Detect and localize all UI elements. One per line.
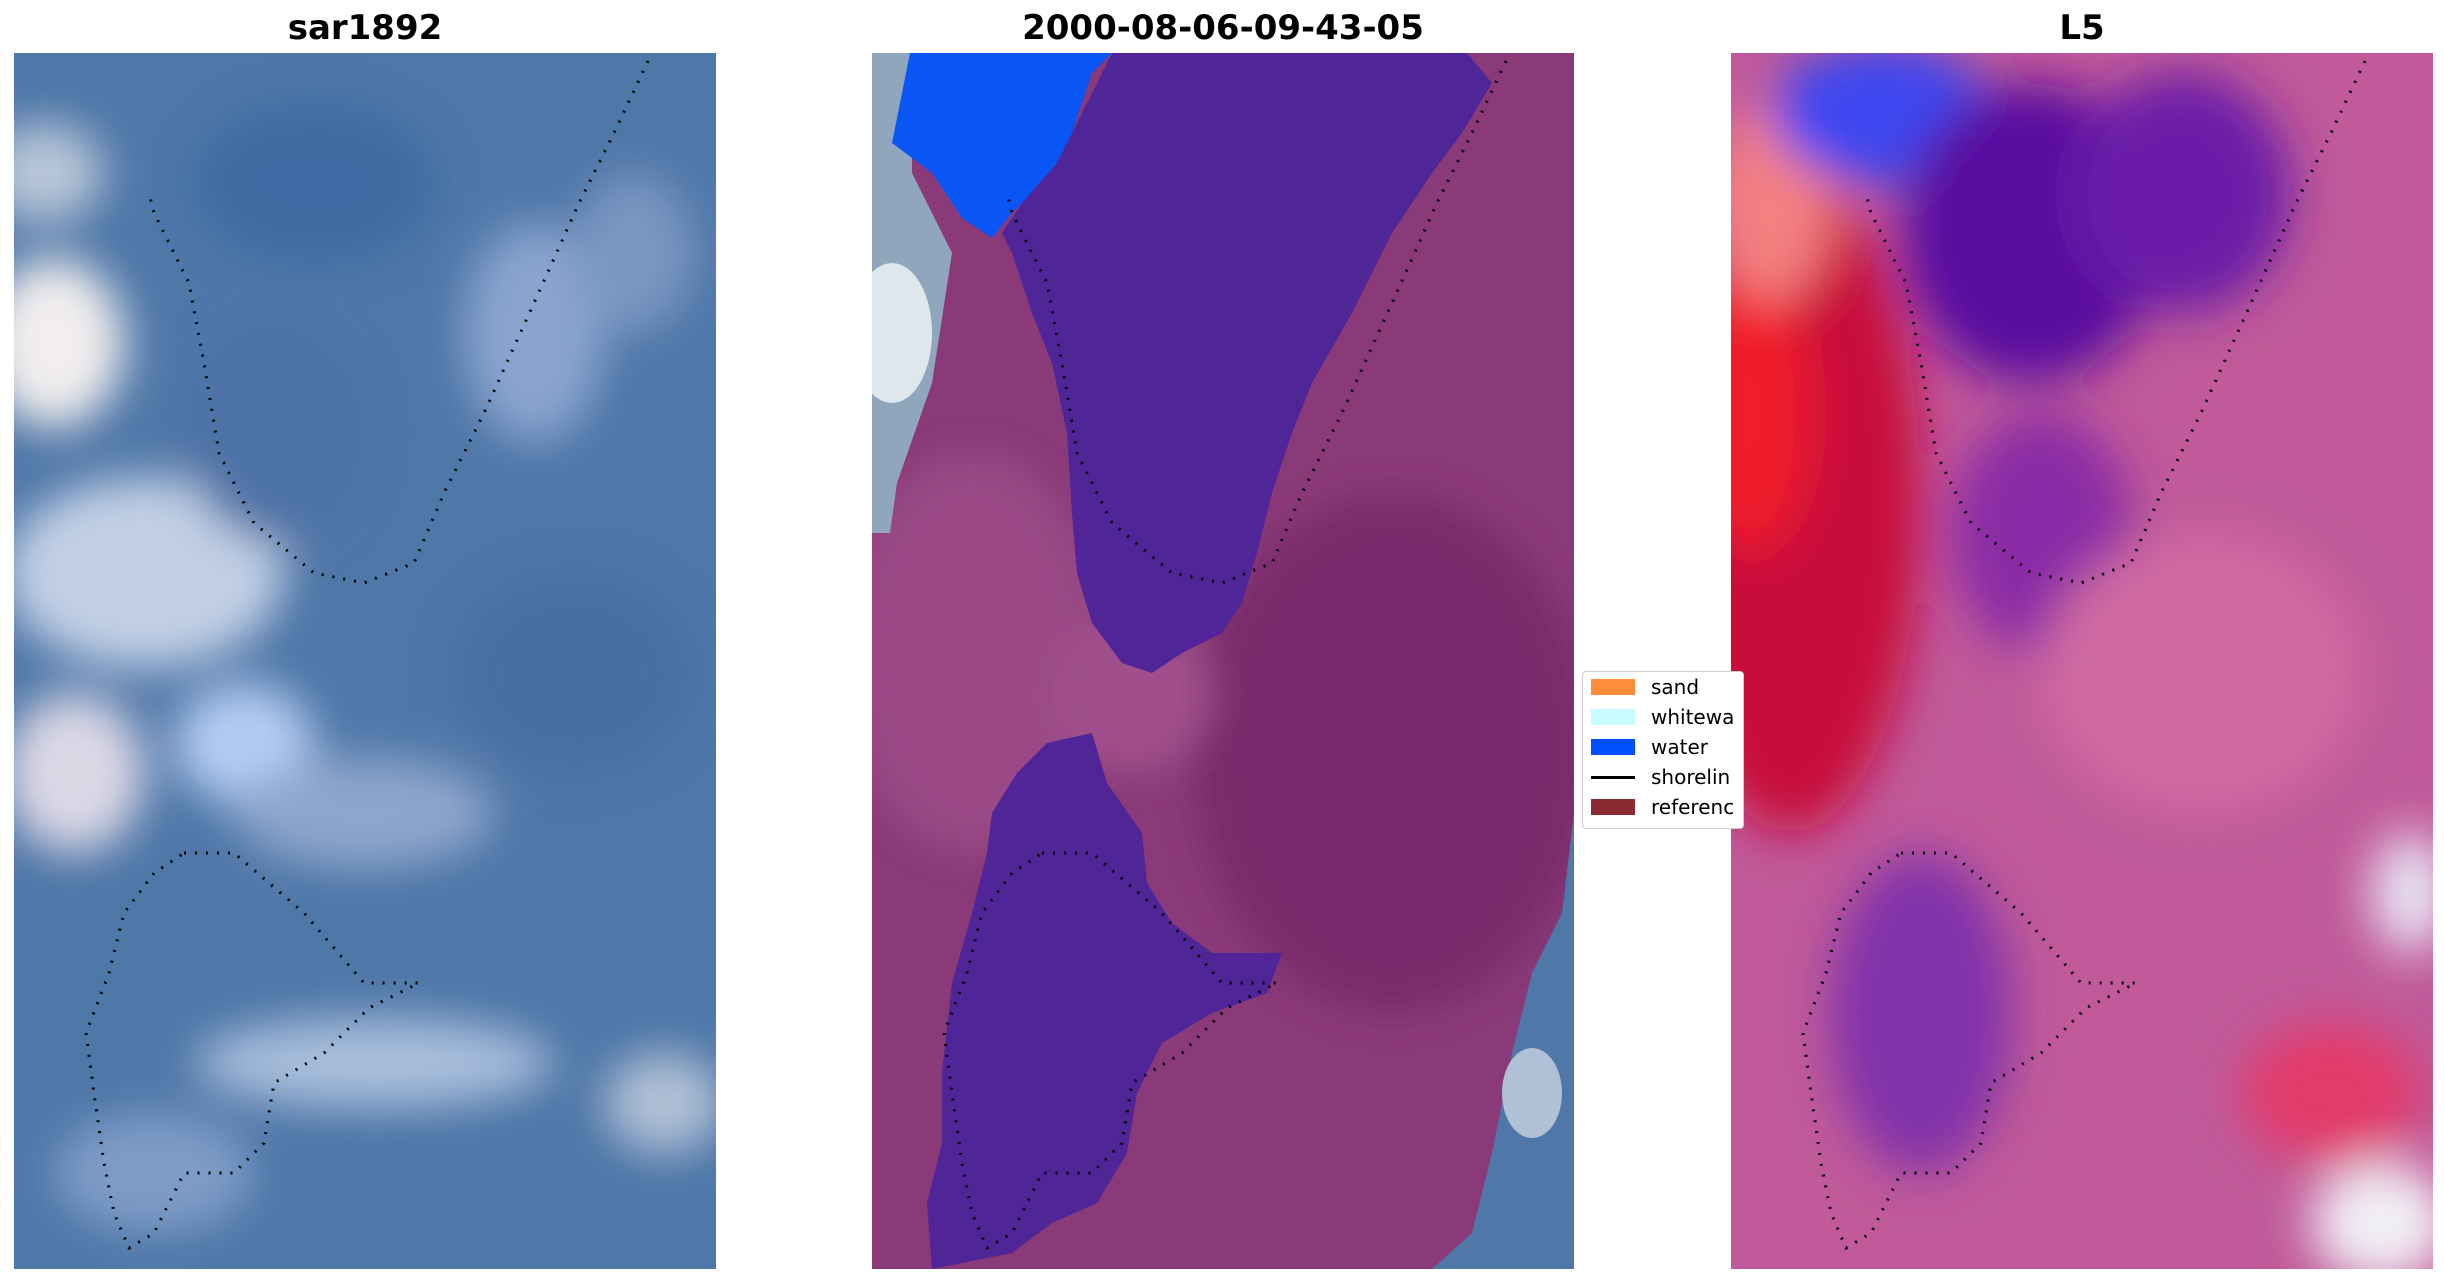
l5-map xyxy=(1731,53,2433,1269)
legend-item-shoreline: shorelin xyxy=(1591,765,1731,789)
classification-panel xyxy=(872,53,1574,1269)
legend-swatch-water xyxy=(1591,739,1635,755)
legend-label-water: water xyxy=(1651,735,1708,759)
legend-label-whitewater: whitewa xyxy=(1651,705,1735,729)
panel-title-l5: L5 xyxy=(2059,8,2105,48)
legend-item-whitewater: whitewa xyxy=(1591,705,1735,729)
legend-item-reference: referenc xyxy=(1591,795,1735,819)
legend-swatch-sand xyxy=(1591,679,1635,695)
classification-map xyxy=(872,53,1574,1269)
legend-item-water: water xyxy=(1591,735,1708,759)
panel-title-classified: 2000-08-06-09-43-05 xyxy=(1022,8,1424,48)
legend: sand whitewa water shorelin referenc xyxy=(1582,671,1744,829)
legend-item-sand: sand xyxy=(1591,675,1700,699)
panel-title-sar: sar1892 xyxy=(287,8,443,48)
legend-swatch-whitewater xyxy=(1591,709,1635,725)
legend-label-sand: sand xyxy=(1651,675,1700,699)
sar-image xyxy=(14,53,716,1269)
legend-line-shoreline xyxy=(1591,775,1635,779)
legend-swatch-reference xyxy=(1591,799,1635,815)
legend-label-reference: referenc xyxy=(1651,795,1735,819)
l5-panel xyxy=(1731,53,2433,1269)
sar-image-panel xyxy=(14,53,716,1269)
legend-label-shoreline: shorelin xyxy=(1651,765,1731,789)
